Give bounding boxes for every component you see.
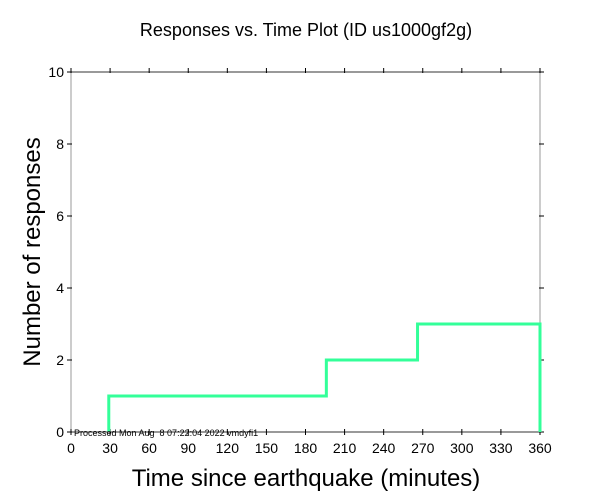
x-tick-label: 60 [141, 440, 157, 456]
y-tick-label: 8 [56, 136, 64, 152]
x-tick-label: 150 [255, 440, 279, 456]
x-tick-label: 300 [450, 440, 474, 456]
y-tick-label: 4 [56, 280, 64, 296]
x-tick-label: 240 [372, 440, 396, 456]
x-tick-label: 360 [528, 440, 552, 456]
x-tick-label: 180 [294, 440, 318, 456]
x-tick-label: 270 [411, 440, 435, 456]
x-tick-label: 330 [489, 440, 513, 456]
series-line-responses [107, 322, 542, 432]
x-tick-label: 210 [333, 440, 357, 456]
x-tick-label: 120 [216, 440, 240, 456]
y-tick-label: 0 [56, 424, 64, 440]
chart-title: Responses vs. Time Plot (ID us1000gf2g) [140, 20, 472, 40]
y-tick-label: 6 [56, 208, 64, 224]
y-axis-label: Number of responses [19, 137, 46, 366]
y-tick-label: 2 [56, 352, 64, 368]
x-tick-label: 30 [102, 440, 118, 456]
y-tick-label: 10 [48, 64, 64, 80]
processed-annotation: Processed Mon Aug 8 07:22:04 2022 vmdyfi… [74, 428, 258, 438]
x-axis-label: Time since earthquake (minutes) [132, 465, 481, 492]
x-tick-label: 90 [180, 440, 196, 456]
x-tick-label: 0 [67, 440, 75, 456]
